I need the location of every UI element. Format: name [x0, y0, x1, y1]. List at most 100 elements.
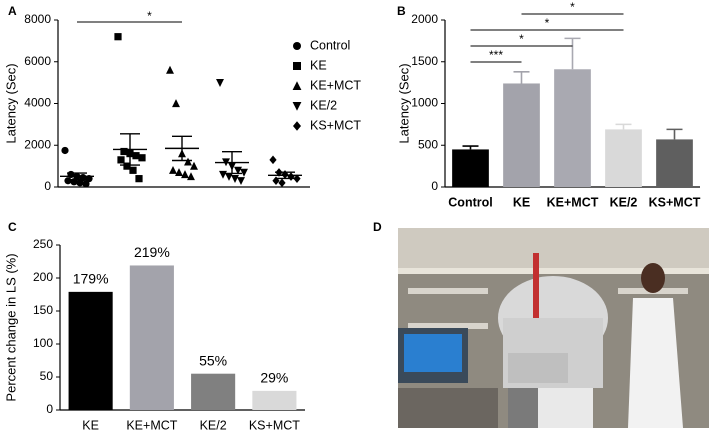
- point: [190, 161, 198, 170]
- bar: [68, 291, 113, 410]
- point: [169, 165, 177, 174]
- error-bar: [222, 151, 242, 175]
- point: [287, 172, 295, 181]
- point: [293, 121, 301, 131]
- point: [293, 42, 301, 50]
- photo-shape: [538, 388, 593, 428]
- y-tick-label: 500: [418, 137, 438, 151]
- point: [292, 102, 302, 111]
- point: [237, 177, 245, 186]
- x-tick-label: KS+MCT: [649, 195, 701, 209]
- error-bar: [462, 145, 479, 150]
- point: [61, 146, 69, 155]
- legend-label: KE: [310, 58, 327, 72]
- point: [138, 154, 146, 162]
- bar: [191, 373, 236, 410]
- y-tick-label: 2000: [24, 137, 51, 151]
- point: [181, 170, 189, 179]
- point: [225, 172, 233, 181]
- error-bar: [564, 37, 581, 70]
- significance-label: ***: [489, 48, 503, 62]
- x-tick-label: KE+MCT: [547, 195, 599, 209]
- x-tick-label: KE: [513, 195, 530, 209]
- point: [234, 166, 242, 175]
- error-bar: [615, 123, 632, 130]
- photo-shape: [628, 298, 683, 428]
- significance-label: *: [519, 32, 524, 46]
- significance-label: *: [570, 0, 575, 14]
- y-tick-label: 150: [33, 303, 53, 317]
- bar: [503, 83, 540, 187]
- point: [135, 175, 143, 183]
- panel-label: B: [397, 4, 406, 18]
- point: [187, 172, 195, 181]
- photo-shape: [508, 353, 568, 383]
- value-label: 179%: [73, 271, 109, 287]
- point: [175, 168, 183, 176]
- significance-label: *: [147, 9, 152, 23]
- photo-shape: [398, 268, 709, 274]
- y-tick-label: 8000: [24, 12, 51, 26]
- bar: [605, 129, 642, 187]
- error-bar: [275, 171, 295, 180]
- error-bar: [172, 135, 192, 162]
- y-tick-label: 0: [431, 179, 438, 193]
- bar: [656, 139, 693, 187]
- point: [278, 178, 286, 188]
- photo-shape: [398, 388, 498, 428]
- y-tick-label: 2000: [411, 12, 438, 26]
- point: [240, 168, 248, 177]
- point: [114, 33, 122, 41]
- value-label: 29%: [260, 370, 288, 386]
- legend-label: KE/2: [310, 98, 337, 112]
- point: [76, 179, 84, 187]
- point: [82, 180, 90, 188]
- point: [216, 79, 224, 87]
- legend-label: KE+MCT: [310, 78, 361, 92]
- point: [293, 62, 301, 70]
- x-tick-label: KE/2: [200, 418, 227, 432]
- panel-label: A: [8, 4, 17, 18]
- y-tick-label: 100: [33, 336, 53, 350]
- photo-shape: [508, 388, 538, 428]
- point: [272, 176, 280, 186]
- y-tick-label: 6000: [24, 54, 51, 68]
- y-tick-label: 4000: [24, 96, 51, 110]
- value-label: 55%: [199, 352, 227, 368]
- legend-label: Control: [310, 38, 350, 52]
- y-tick-label: 250: [33, 237, 53, 251]
- point: [166, 65, 174, 74]
- bar: [252, 390, 297, 410]
- value-label: 219%: [134, 244, 170, 260]
- point: [292, 81, 302, 90]
- photo-shape: [404, 334, 462, 372]
- error-bar: [67, 172, 87, 181]
- legend-label: KS+MCT: [310, 118, 361, 132]
- bar: [554, 69, 591, 187]
- photo-shape: [398, 228, 709, 268]
- y-tick-label: 1000: [411, 96, 438, 110]
- y-tick-label: 200: [33, 270, 53, 284]
- y-axis-title: Latency (Sec): [3, 63, 18, 143]
- x-tick-label: KE: [82, 418, 99, 432]
- point: [123, 162, 131, 170]
- x-tick-label: Control: [448, 195, 492, 209]
- photo-shape: [533, 253, 539, 318]
- point: [64, 177, 72, 185]
- y-tick-label: 1500: [411, 54, 438, 68]
- photo-shape: [641, 263, 665, 293]
- y-axis-title: Latency (Sec): [396, 63, 411, 143]
- point: [184, 157, 192, 166]
- point: [231, 175, 239, 183]
- y-tick-label: 0: [44, 179, 51, 193]
- point: [293, 174, 301, 183]
- y-axis-title: Percent change in LS (%): [3, 253, 18, 401]
- error-bar: [513, 70, 530, 84]
- photo-shape: [408, 288, 488, 294]
- x-tick-label: KE/2: [610, 195, 638, 209]
- x-tick-label: KE+MCT: [126, 418, 177, 432]
- photo-shape: [408, 323, 488, 329]
- point: [172, 99, 180, 108]
- panel-label: C: [8, 220, 17, 234]
